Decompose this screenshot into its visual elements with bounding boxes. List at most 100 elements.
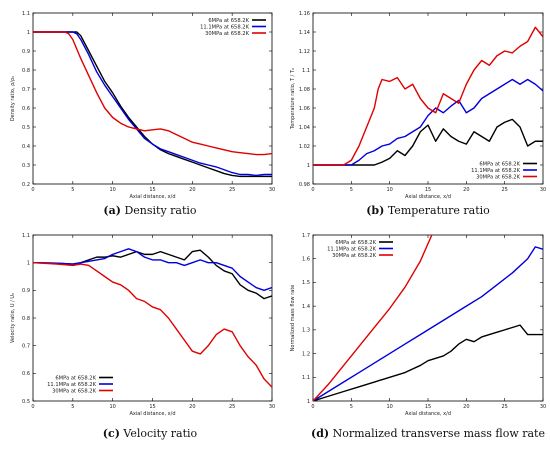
x-tick-label: 20: [189, 404, 195, 410]
legend-6mpa: 6MPa at 658.2K: [208, 18, 266, 24]
caption-letter: (b): [366, 204, 384, 217]
legend-label: 11.1MPa at 658.2K: [471, 168, 520, 174]
y-tick-label: 0.6: [22, 106, 30, 112]
y-tick-label: 0.8: [22, 68, 30, 74]
x-tick-label: 5: [350, 187, 353, 193]
x-tick-label: 30: [269, 187, 275, 193]
x-tick-label: 10: [109, 187, 115, 193]
x-tick-label: 0: [311, 404, 314, 410]
caption-letter: (d): [311, 427, 329, 440]
series-group: [33, 248, 272, 388]
y-tick-label: 1.04: [299, 125, 310, 131]
legend-11mpa: 11.1MPa at 658.2K: [200, 24, 266, 30]
x-tick-label: 10: [109, 404, 115, 410]
y-tick-label: 0.8: [22, 316, 30, 322]
caption-text: Velocity ratio: [120, 427, 198, 440]
legend-label: 11.1MPa at 658.2K: [200, 24, 249, 30]
chart-panel-a: 0 5 10 15 20 25 300.20.30.40.50.60.70.80.911.1…: [10, 11, 275, 217]
x-tick-label: 15: [149, 187, 155, 193]
y-tick-label: 1.14: [299, 30, 310, 36]
series-30mpa-line: [313, 235, 433, 401]
x-tick-label: 25: [501, 404, 507, 410]
legend-label: 11.1MPa at 658.2K: [47, 382, 96, 388]
legend-30mpa: 30MPa at 658.2K: [52, 388, 113, 394]
legend-6mpa: 6MPa at 658.2K: [335, 240, 393, 246]
y-tick-label: 1.3: [302, 328, 310, 334]
caption-text: Temperature ratio: [384, 204, 490, 217]
y-tick-label: 0.4: [22, 144, 30, 150]
y-tick-label: 1.1: [302, 68, 310, 74]
caption-text: Density ratio: [121, 204, 197, 217]
y-tick-label: 1.4: [302, 304, 310, 310]
y-tick-label: 1.2: [302, 351, 310, 357]
y-tick-label: 0.9: [22, 49, 30, 55]
series-11mpa-line: [33, 31, 272, 177]
x-tick-label: 20: [189, 187, 195, 193]
y-tick-label: 0.7: [22, 343, 30, 349]
y-tick-label: 0.3: [22, 163, 30, 169]
y-tick-label: 1: [307, 163, 310, 169]
y-axis-label: Normalized mass flow rate: [290, 285, 296, 352]
x-axis-label: Axial distance, x/d: [405, 411, 451, 417]
y-tick-label: 1.1: [302, 375, 310, 381]
legend-label: 30MPa at 658.2K: [52, 388, 97, 394]
y-tick-label: 1.16: [299, 11, 310, 17]
x-tick-label: 25: [229, 404, 235, 410]
y-tick-label: 0.5: [22, 399, 30, 405]
y-tick-label: 1.02: [299, 144, 310, 150]
panel-caption: (a) Density ratio: [103, 204, 197, 217]
legend-label: 30MPa at 658.2K: [332, 253, 377, 259]
y-tick-label: 1.1: [22, 11, 30, 17]
chart-panel-b: 0 5 10 15 20 25 30 0.98 1 1.02 1.04 1.06 1.08 1.1 1.12…: [290, 11, 546, 217]
x-tick-label: 15: [425, 187, 431, 193]
y-tick-label: 1: [27, 260, 30, 266]
legend-label: 6MPa at 658.2K: [335, 240, 376, 246]
x-tick-label: 25: [229, 187, 235, 193]
series-11mpa-line: [313, 78, 543, 166]
plot-frame: [312, 234, 544, 402]
legend-11mpa: 11.1MPa at 658.2K: [471, 168, 537, 174]
series-30mpa-line: [33, 261, 272, 388]
legend-11mpa: 11.1MPa at 658.2K: [47, 382, 113, 388]
series-group: [33, 31, 272, 178]
y-axis-label: Temperature ratio, T / T₀: [290, 68, 296, 130]
y-tick-label: 1.06: [299, 106, 310, 112]
x-tick-label: 10: [386, 404, 392, 410]
x-tick-label: 30: [269, 404, 275, 410]
series-group: [313, 26, 543, 166]
x-tick-label: 15: [425, 404, 431, 410]
chart-panel-d: 0 5 10 15 20 25 30 1 1.1 1.2 1.3 1.4 1.5 1.6 1.7 Axial …: [290, 233, 546, 440]
plot-frame: [312, 12, 544, 185]
legend-label: 6MPa at 658.2K: [55, 375, 96, 381]
y-tick-label: 1.12: [299, 49, 310, 55]
y-tick-label: 0.9: [22, 288, 30, 294]
legend-30mpa: 30MPa at 658.2K: [476, 174, 537, 180]
x-tick-label: 25: [501, 187, 507, 193]
x-tick-label: 5: [71, 187, 74, 193]
y-tick-label: 0.6: [22, 371, 30, 377]
y-tick-label: 1: [307, 399, 310, 405]
panel-caption: (b) Temperature ratio: [366, 204, 490, 217]
x-tick-label: 0: [311, 187, 314, 193]
x-tick-label: 10: [386, 187, 392, 193]
caption-text: Normalized transverse mass flow rate: [329, 427, 545, 440]
series-11mpa-line: [33, 248, 272, 292]
legend-30mpa: 30MPa at 658.2K: [332, 253, 393, 259]
legend-label: 6MPa at 658.2K: [208, 18, 249, 24]
series-11mpa-line: [313, 246, 543, 401]
legend-30mpa: 30MPa at 658.2K: [205, 31, 266, 37]
y-tick-label: 1.6: [302, 257, 310, 263]
legend-6mpa: 6MPa at 658.2K: [55, 375, 113, 381]
legend-label: 30MPa at 658.2K: [205, 31, 250, 37]
y-tick-label: 1.08: [299, 87, 310, 93]
series-30mpa-line: [313, 26, 543, 166]
caption-letter: (c): [103, 427, 120, 440]
legend-label: 6MPa at 658.2K: [479, 161, 520, 167]
x-axis-label: Axial distance, x/d: [130, 194, 176, 200]
legend-11mpa: 11.1MPa at 658.2K: [327, 246, 393, 252]
legend-6mpa: 6MPa at 658.2K: [479, 161, 537, 167]
